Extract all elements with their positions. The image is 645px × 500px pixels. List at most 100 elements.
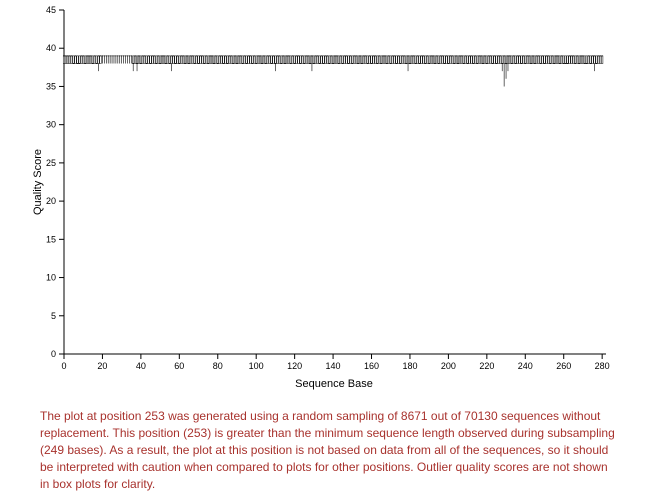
box [393, 55, 396, 64]
y-tick-label: 25 [46, 158, 56, 168]
box [408, 55, 411, 64]
box [587, 55, 590, 64]
box [78, 55, 81, 64]
box [201, 55, 204, 64]
box [168, 55, 171, 64]
box [307, 55, 310, 64]
box [310, 55, 313, 64]
y-tick-label: 15 [46, 234, 56, 244]
box [259, 55, 262, 64]
box [68, 55, 71, 64]
box [364, 55, 367, 64]
box [368, 55, 371, 64]
box [391, 55, 394, 64]
box [362, 55, 365, 64]
box [76, 55, 79, 64]
x-tick-label: 280 [595, 361, 610, 371]
box [274, 55, 277, 64]
box [91, 55, 94, 64]
box [332, 55, 335, 64]
box [184, 55, 187, 64]
box [430, 55, 433, 64]
y-tick-label: 10 [46, 273, 56, 283]
x-tick-label: 60 [174, 361, 184, 371]
box [503, 55, 506, 64]
box [278, 55, 281, 64]
box [249, 55, 252, 64]
box [376, 55, 379, 64]
x-tick-label: 80 [213, 361, 223, 371]
box [337, 55, 340, 64]
box [266, 55, 269, 64]
box [324, 55, 327, 64]
box [335, 55, 338, 64]
box [358, 55, 362, 64]
box [410, 55, 413, 64]
box [353, 55, 356, 64]
box [93, 55, 96, 64]
box [64, 55, 67, 64]
box [455, 55, 458, 64]
y-tick-label: 5 [51, 311, 56, 321]
box [314, 55, 317, 64]
x-tick-label: 40 [136, 361, 146, 371]
x-tick-label: 240 [518, 361, 533, 371]
box [380, 55, 383, 64]
box [166, 55, 169, 64]
box [420, 55, 423, 64]
box [456, 55, 460, 64]
box [328, 55, 331, 64]
y-tick-label: 45 [46, 5, 56, 15]
box [264, 55, 267, 64]
y-tick-label: 20 [46, 196, 56, 206]
box [595, 55, 598, 64]
box [299, 55, 302, 64]
box [232, 55, 235, 64]
box [141, 55, 144, 64]
box [295, 55, 298, 64]
box [164, 55, 167, 64]
box [270, 55, 273, 64]
box [522, 55, 525, 64]
box [566, 55, 569, 64]
box [472, 55, 475, 64]
box [228, 55, 231, 64]
box [280, 55, 283, 64]
box [297, 55, 300, 64]
box [74, 55, 77, 64]
box [191, 55, 194, 64]
box [551, 55, 554, 64]
box [287, 55, 290, 64]
box [474, 55, 477, 64]
x-tick-label: 200 [441, 361, 456, 371]
box [289, 55, 292, 64]
box [530, 55, 533, 64]
box [322, 55, 325, 64]
box [214, 55, 217, 64]
box [568, 55, 571, 64]
box [159, 55, 162, 64]
box [560, 55, 563, 64]
x-tick-label: 120 [287, 361, 302, 371]
box [245, 55, 248, 64]
box [366, 55, 369, 64]
box [268, 55, 271, 64]
box [189, 55, 192, 64]
box [349, 55, 352, 64]
box [601, 55, 604, 64]
box [426, 55, 429, 64]
box [351, 55, 354, 64]
box [151, 55, 154, 64]
box [422, 55, 425, 64]
box [591, 55, 594, 64]
box [555, 55, 558, 64]
box [395, 55, 398, 64]
box [87, 55, 91, 64]
box [205, 55, 208, 64]
box [187, 55, 190, 64]
box [284, 55, 287, 64]
box [326, 55, 329, 64]
box [470, 55, 473, 64]
box [161, 55, 164, 64]
